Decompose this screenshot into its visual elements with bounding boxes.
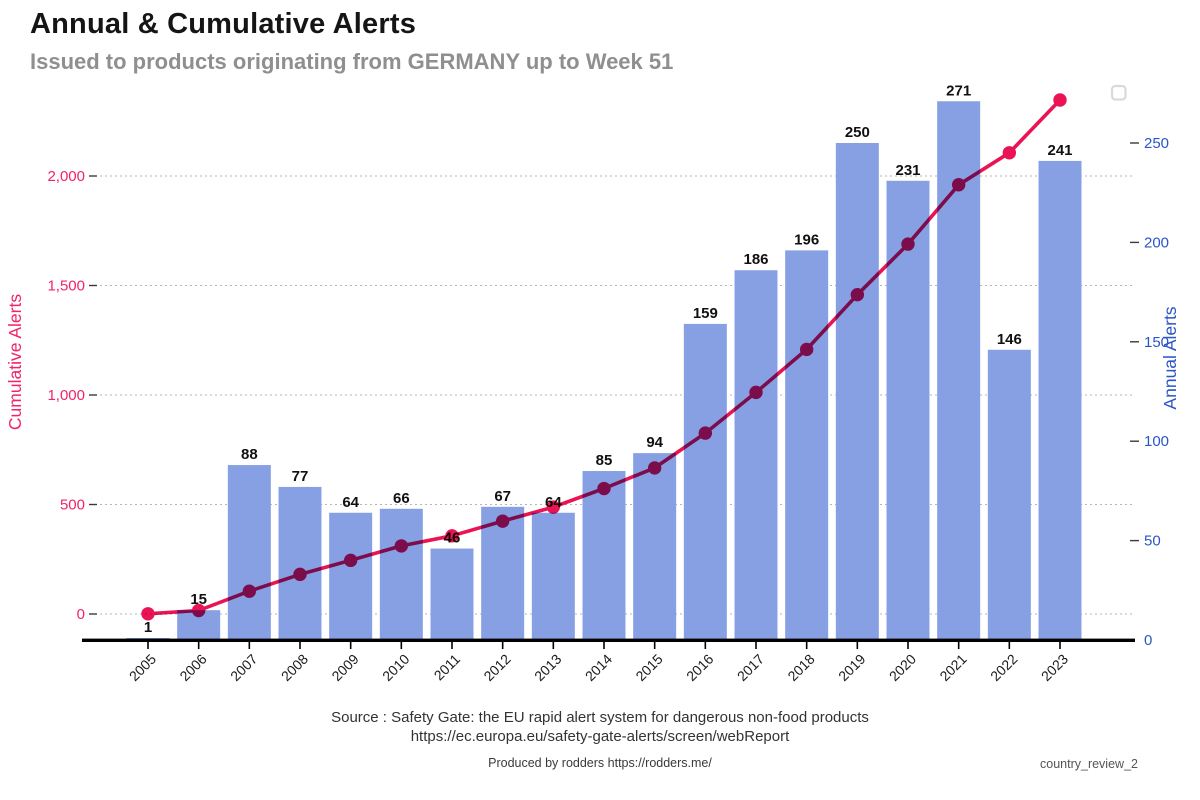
bar-2014	[582, 471, 626, 641]
cumulative-marker-2016	[698, 426, 713, 440]
cumulative-marker-2008	[293, 567, 307, 582]
right-axis-tick-label: 250	[1144, 135, 1169, 152]
cumulative-marker-2009	[343, 553, 358, 568]
x-axis-line	[82, 638, 1135, 642]
year-label: 2006	[176, 651, 209, 684]
year-label: 2007	[227, 651, 260, 684]
year-label: 2016	[683, 651, 716, 684]
year-label: 2012	[480, 651, 513, 684]
bar-value-label: 231	[895, 162, 920, 179]
bar-value-label: 77	[292, 468, 309, 485]
legend-placeholder-box	[1110, 84, 1127, 101]
cumulative-marker-2019	[850, 287, 865, 302]
bar-value-label: 250	[845, 124, 870, 141]
cumulative-marker-2018	[799, 342, 814, 357]
bar-2009	[329, 512, 373, 641]
bar-value-label: 241	[1047, 142, 1072, 159]
bar-2015	[633, 453, 677, 641]
page-title: Annual & Cumulative Alerts	[30, 8, 417, 40]
bar-value-label: 271	[946, 82, 971, 99]
year-label: 2020	[886, 651, 919, 684]
bar-2010	[379, 508, 423, 641]
bar-value-label: 196	[794, 231, 819, 248]
bar-2023	[1038, 160, 1082, 641]
year-label: 2010	[379, 651, 412, 684]
right-axis-tick-label: 200	[1144, 234, 1169, 251]
year-label: 2017	[734, 651, 767, 684]
year-label: 2013	[531, 651, 564, 684]
cumulative-marker-2012	[495, 514, 510, 528]
left-axis-tick-label: 2,000	[47, 168, 85, 185]
bar-value-label: 159	[693, 305, 718, 322]
right-axis-tick-label: 50	[1144, 533, 1161, 550]
cumulative-marker-2006	[191, 603, 206, 618]
bar-value-label: 64	[342, 494, 359, 511]
cumulative-marker-2011	[445, 529, 459, 543]
bars-group	[126, 101, 1082, 642]
cumulative-marker-2021	[951, 178, 966, 192]
bar-2017	[734, 270, 778, 641]
left-axis-tick-label: 0	[77, 606, 85, 623]
cumulative-marker-2010	[394, 539, 409, 553]
year-label: 2018	[784, 651, 817, 684]
bar-2011	[430, 548, 474, 641]
cumulative-marker-2013	[546, 500, 561, 514]
year-label: 2019	[835, 651, 868, 684]
bar-2018	[785, 250, 829, 642]
year-label: 2011	[431, 651, 464, 684]
cumulative-marker-2005	[141, 607, 155, 621]
left-axis-tick-label: 1,500	[47, 278, 85, 295]
bar-value-label: 66	[393, 490, 410, 507]
watermark-text: country_review_2	[1040, 757, 1138, 771]
year-label: 2014	[582, 651, 615, 684]
bar-2012	[481, 506, 525, 641]
right-axis-title: Annual Alerts	[1160, 306, 1180, 409]
bar-value-label: 146	[997, 331, 1022, 348]
left-axis-title: Cumulative Alerts	[5, 294, 25, 430]
cumulative-marker-2014	[597, 481, 611, 496]
bar-value-label: 1	[144, 619, 152, 636]
year-label: 2015	[632, 651, 665, 684]
right-axis-tick-label: 100	[1144, 433, 1169, 450]
left-axis-tick-label: 1,000	[47, 387, 85, 404]
right-axis-tick-label: 150	[1144, 334, 1169, 351]
source-text: Source : Safety Gate: the EU rapid alert…	[331, 709, 869, 726]
year-label: 2005	[126, 651, 159, 684]
year-label: 2023	[1038, 651, 1071, 684]
cumulative-marker-2007	[242, 584, 257, 598]
bar-2019	[835, 143, 879, 641]
year-label: 2021	[936, 651, 969, 684]
bar-2022	[987, 349, 1031, 641]
bar-2016	[683, 323, 727, 641]
year-label: 2022	[987, 651, 1020, 684]
cumulative-marker-2015	[647, 461, 662, 475]
source-url: https://ec.europa.eu/safety-gate-alerts/…	[410, 728, 790, 745]
cumulative-marker-2017	[749, 385, 763, 400]
year-label: 2009	[328, 651, 361, 684]
bar-value-label: 94	[646, 434, 663, 451]
bar-2007	[227, 465, 271, 641]
cumulative-marker-2023	[1053, 93, 1067, 107]
bar-2008	[278, 486, 322, 641]
left-axis-tick-label: 500	[60, 497, 85, 514]
cumulative-marker-2020	[901, 237, 915, 251]
produced-by-text: Produced by rodders https://rodders.me/	[488, 756, 712, 770]
year-label: 2008	[278, 651, 311, 684]
bar-value-label: 85	[596, 452, 613, 469]
bar-2013	[531, 512, 575, 641]
cumulative-line-group	[141, 93, 1067, 621]
bar-value-label: 186	[743, 251, 768, 268]
page-subtitle: Issued to products originating from GERM…	[30, 49, 674, 74]
right-axis-tick-label: 0	[1144, 632, 1152, 649]
bar-value-label: 67	[494, 488, 511, 505]
bar-value-label: 15	[190, 591, 207, 608]
bar-value-label: 88	[241, 446, 258, 463]
cumulative-marker-2022	[1002, 146, 1017, 160]
